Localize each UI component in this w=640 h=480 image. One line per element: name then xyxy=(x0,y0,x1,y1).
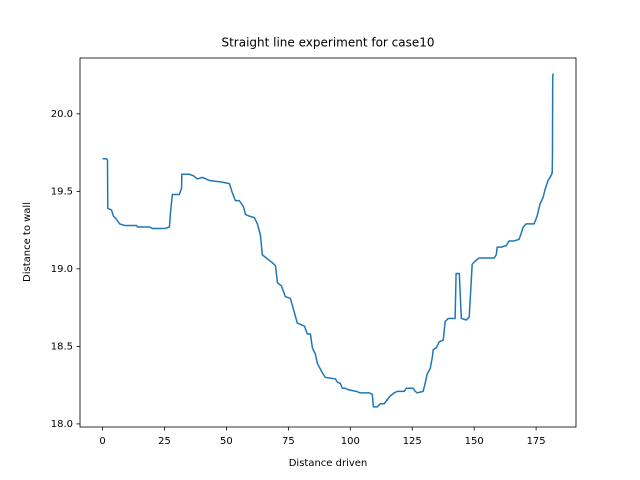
chart-title: Straight line experiment for case10 xyxy=(221,36,434,50)
x-axis-label: Distance driven xyxy=(289,458,368,469)
x-tick-label: 25 xyxy=(158,436,171,447)
y-tick-label: 19.5 xyxy=(51,186,73,197)
y-tick-label: 18.5 xyxy=(51,341,73,352)
x-tick-label: 100 xyxy=(341,436,360,447)
x-tick-label: 125 xyxy=(403,436,422,447)
x-tick-label: 0 xyxy=(99,436,105,447)
y-tick-label: 20.0 xyxy=(51,109,73,120)
data-line xyxy=(102,73,554,408)
y-tick-label: 19.0 xyxy=(51,264,73,275)
x-tick-label: 175 xyxy=(527,436,546,447)
y-axis-label: Distance to wall xyxy=(22,202,33,282)
x-tick-label: 75 xyxy=(282,436,295,447)
x-tick-label: 50 xyxy=(220,436,233,447)
x-tick-label: 150 xyxy=(465,436,484,447)
y-tick-label: 18.0 xyxy=(51,419,73,430)
axes-frame xyxy=(79,57,577,428)
